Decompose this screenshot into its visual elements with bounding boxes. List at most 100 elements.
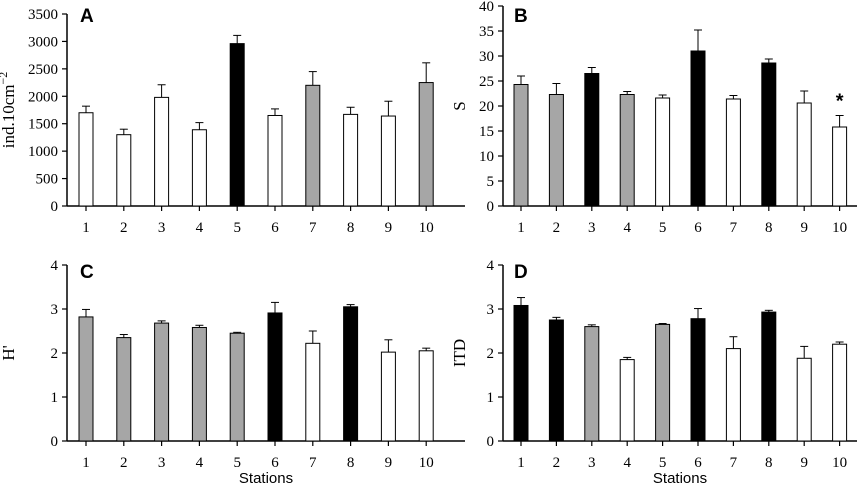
y-axis-label: ind.10cm−2 <box>0 72 18 149</box>
bar <box>191 326 207 442</box>
bar <box>584 73 600 207</box>
bar <box>418 350 434 442</box>
bar <box>725 348 741 442</box>
y-tick-label: 2000 <box>28 89 58 105</box>
bar <box>78 316 94 442</box>
bar <box>725 98 741 207</box>
y-tick-label: 3500 <box>28 7 58 23</box>
x-tick-label: 5 <box>659 455 667 471</box>
y-tick-label: 3 <box>487 302 495 318</box>
bar <box>154 96 170 207</box>
x-tick-label: 3 <box>588 455 596 471</box>
y-tick-label: 5 <box>487 174 495 190</box>
panel-a: 0 500 1000 1500 2000 2500 3000 3500 ind.10cm−2 A 1… <box>0 6 465 236</box>
x-tick-label: 6 <box>271 220 279 236</box>
panel-label: B <box>514 6 528 27</box>
x-tick-label: 8 <box>765 220 773 236</box>
y-tick-label: 2 <box>487 346 495 362</box>
y-tick-label: 500 <box>36 172 59 188</box>
x-tick-label: 10 <box>419 220 434 236</box>
y-tick-label: 10 <box>479 149 494 165</box>
y-tick-label: 1500 <box>28 117 58 133</box>
bar <box>513 84 529 207</box>
significance-marker: * <box>836 91 844 113</box>
x-tick-label: 3 <box>158 220 166 236</box>
bar <box>655 97 671 207</box>
y-tick-label: 35 <box>479 24 494 40</box>
bar <box>154 322 170 442</box>
x-tick-label: 4 <box>623 455 631 471</box>
bar <box>267 114 283 207</box>
y-tick-label: 20 <box>479 99 494 115</box>
bar <box>343 113 359 207</box>
y-tick-label: 3000 <box>28 34 58 50</box>
y-axis-label-superscript: −2 <box>0 72 10 85</box>
bar <box>796 102 812 207</box>
bar <box>832 126 848 207</box>
bar <box>548 94 564 207</box>
bar <box>305 342 321 442</box>
x-tick-label: 2 <box>120 455 128 471</box>
y-tick-label: 2 <box>51 346 59 362</box>
x-tick-label: 8 <box>347 455 355 471</box>
bar <box>78 112 94 207</box>
bar <box>655 323 671 442</box>
bar <box>229 332 245 442</box>
x-tick-label: 8 <box>347 220 355 236</box>
bar <box>116 134 132 207</box>
bar <box>305 84 321 207</box>
x-tick-label: 9 <box>800 455 808 471</box>
x-tick-label: 9 <box>385 455 393 471</box>
x-tick-label: 10 <box>832 455 847 471</box>
x-tick-label: 7 <box>730 220 738 236</box>
panel-b: 0 5 10 15 20 25 30 35 40 S B 1 2 3 4 5 6 7 8 9 10 * <box>450 0 857 236</box>
x-tick-label: 5 <box>233 455 241 471</box>
bar <box>267 312 283 442</box>
x-tick-label: 1 <box>517 455 525 471</box>
y-tick-label: 4 <box>51 258 59 274</box>
y-axis-label: H' <box>0 345 18 360</box>
x-tick-label: 1 <box>82 455 90 471</box>
bar <box>796 357 812 442</box>
y-tick-label: 0 <box>51 199 59 215</box>
panel-c: 0 1 2 3 4 H' C 1 2 3 4 5 6 7 8 9 10 Stations <box>0 258 465 486</box>
x-tick-label: 1 <box>82 220 90 236</box>
x-tick-label: 2 <box>553 220 561 236</box>
x-tick-label: 8 <box>765 455 773 471</box>
bar <box>761 311 777 442</box>
bar <box>116 337 132 442</box>
panel-d: 0 1 2 3 4 ITD D 1 2 3 4 5 6 7 8 9 10 Stations <box>450 258 857 486</box>
y-tick-label: 25 <box>479 74 494 90</box>
x-axis-label: Stations <box>239 470 293 486</box>
bar <box>832 343 848 442</box>
x-tick-label: 6 <box>694 220 702 236</box>
y-tick-label: 2500 <box>28 62 58 78</box>
x-tick-label: 4 <box>623 220 631 236</box>
x-tick-label: 2 <box>553 455 561 471</box>
x-tick-label: 4 <box>196 455 204 471</box>
bar <box>229 43 245 207</box>
panel-label: A <box>80 6 94 27</box>
x-tick-label: 5 <box>659 220 667 236</box>
y-tick-label: 1000 <box>28 144 58 160</box>
y-tick-label: 40 <box>479 0 494 15</box>
x-tick-label: 7 <box>730 455 738 471</box>
x-tick-label: 2 <box>120 220 128 236</box>
bar <box>513 304 529 442</box>
bar <box>619 359 635 442</box>
x-tick-label: 10 <box>419 455 434 471</box>
y-tick-label: 0 <box>487 434 495 450</box>
x-tick-label: 1 <box>517 220 525 236</box>
x-tick-label: 4 <box>196 220 204 236</box>
x-tick-label: 7 <box>309 220 317 236</box>
bar <box>418 82 434 207</box>
bar <box>380 351 396 442</box>
bar <box>584 326 600 442</box>
bar <box>380 115 396 207</box>
y-axis-label: S <box>450 101 469 110</box>
x-tick-label: 7 <box>309 455 317 471</box>
x-tick-label: 6 <box>694 455 702 471</box>
y-tick-label: 4 <box>487 258 495 274</box>
bar <box>690 50 706 207</box>
